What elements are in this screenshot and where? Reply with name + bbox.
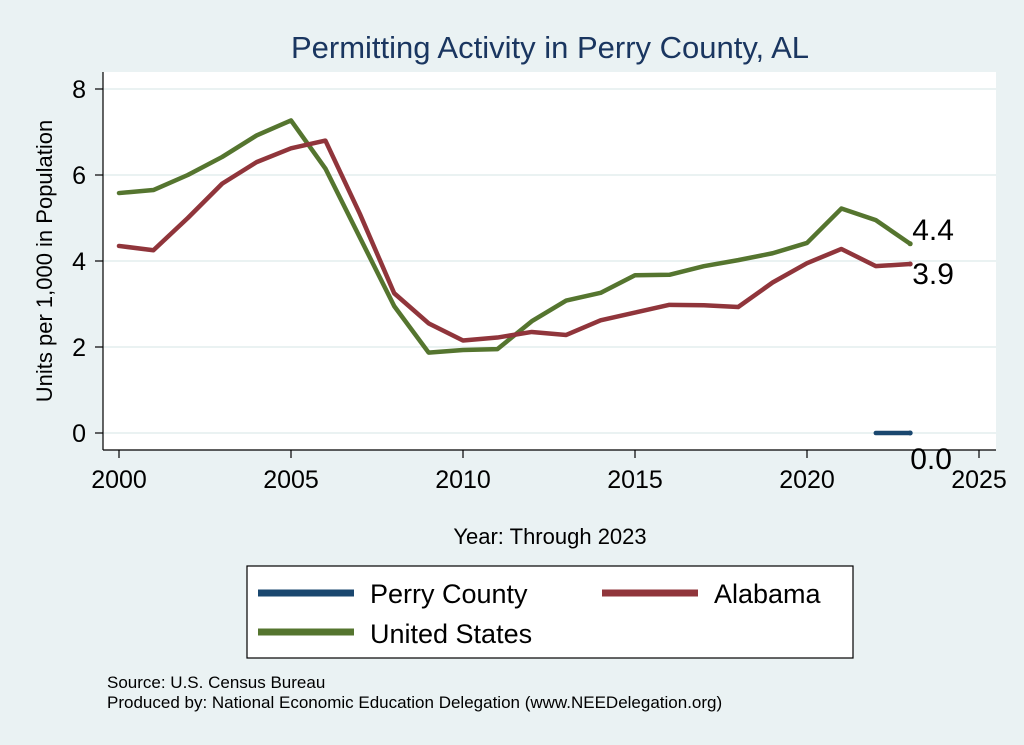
legend-label-alabama: Alabama xyxy=(714,579,822,609)
end-label-perry-county: 0.0 xyxy=(910,443,952,476)
y-axis-title: Units per 1,000 in Population xyxy=(32,120,57,403)
x-tick-label: 2005 xyxy=(263,466,319,494)
grid-lines xyxy=(103,88,996,434)
produced-note: Produced by: National Economic Education… xyxy=(107,693,722,712)
y-tick-label: 6 xyxy=(72,162,86,190)
legend-box xyxy=(246,565,854,659)
x-tick-label: 2000 xyxy=(91,466,147,494)
legend: Perry County Alabama United States xyxy=(246,565,854,659)
y-tick-label: 8 xyxy=(72,76,86,104)
y-tick-label: 0 xyxy=(72,420,86,448)
x-ticks: 2000 2005 2010 2015 2020 2025 xyxy=(91,450,1007,494)
legend-label-us: United States xyxy=(370,619,532,649)
end-label-united-states: 4.4 xyxy=(912,214,954,247)
y-ticks: 0 2 4 6 8 xyxy=(72,76,103,448)
y-tick-label: 4 xyxy=(72,248,86,276)
series-line-alabama xyxy=(116,138,913,343)
legend-label-perry: Perry County xyxy=(370,579,528,609)
end-label-alabama: 3.9 xyxy=(912,258,954,291)
series-endpoint-alabama xyxy=(907,261,913,267)
source-note: Source: U.S. Census Bureau xyxy=(107,673,325,692)
series-endpoint-perry-county xyxy=(907,430,913,436)
series-endpoint-united-states xyxy=(907,241,913,247)
x-tick-label: 2020 xyxy=(779,466,835,494)
x-tick-label: 2015 xyxy=(607,466,663,494)
series xyxy=(116,118,913,436)
x-tick-label: 2010 xyxy=(435,466,491,494)
end-labels: 0.0 3.9 4.4 xyxy=(910,214,954,476)
y-tick-label: 2 xyxy=(72,334,86,362)
chart-title: Permitting Activity in Perry County, AL xyxy=(291,30,809,65)
x-tick-label: 2025 xyxy=(951,466,1007,494)
x-axis-title: Year: Through 2023 xyxy=(453,524,646,549)
